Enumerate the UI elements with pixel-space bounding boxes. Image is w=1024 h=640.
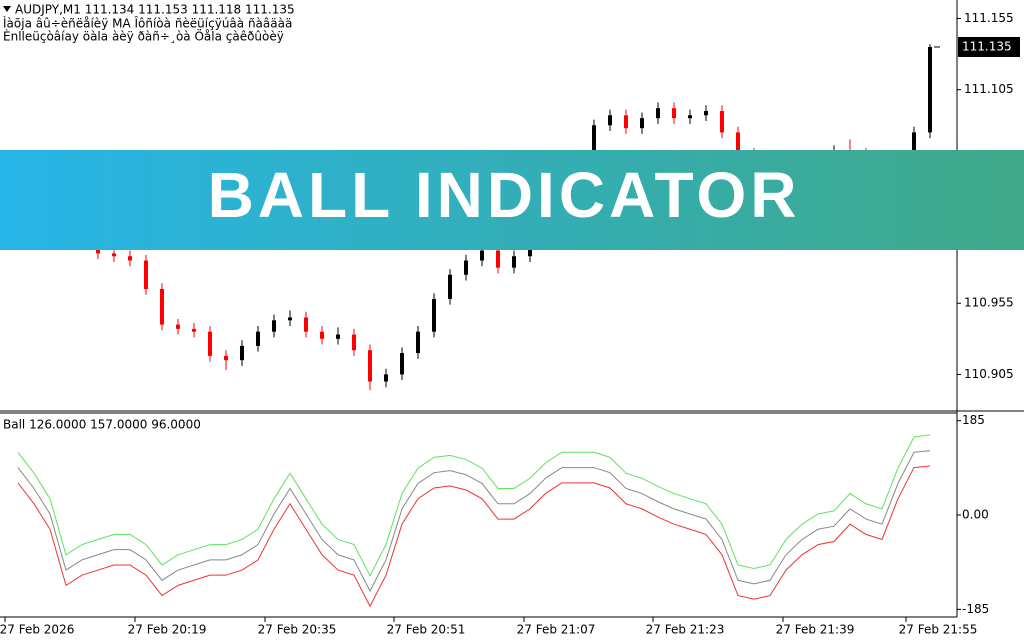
candle-body <box>208 331 212 356</box>
last-price-box <box>958 36 1020 57</box>
candle-body <box>448 274 452 299</box>
y-tick-label: 111.105 <box>964 82 1014 96</box>
indicator-line <box>17 465 931 608</box>
banner-title: BALL INDICATOR <box>208 159 801 231</box>
candle-body <box>912 132 916 166</box>
candle-body <box>608 115 612 126</box>
y-tick-label: 185 <box>962 413 985 427</box>
candle-body <box>928 46 932 133</box>
candle-body <box>432 298 436 332</box>
candle-body <box>672 108 676 119</box>
x-tick-label: 27 Feb 21:07 <box>517 623 596 637</box>
candle-body <box>640 118 644 129</box>
candle-body <box>112 253 116 257</box>
candle-body <box>384 374 388 382</box>
y-tick-label: 110.905 <box>964 367 1014 381</box>
candle-body <box>624 115 628 129</box>
candle-body <box>272 320 276 332</box>
indicator-note: Ìàõja âû÷èñëåíèÿ MA Îôñíòà ñèëüíçÿúâà ñà… <box>3 16 292 31</box>
candle-body <box>144 260 148 289</box>
candle-body <box>320 331 324 339</box>
last-price-label: 111.135 <box>962 39 1012 53</box>
x-tick-label: 27 Feb 20:19 <box>128 623 207 637</box>
candle-body <box>704 111 708 116</box>
candle-body <box>224 355 228 361</box>
x-tick-label: 27 Feb 20:35 <box>258 623 337 637</box>
x-tick-label: 27 Feb 21:39 <box>776 623 855 637</box>
candle-body <box>352 334 356 351</box>
candle-body <box>400 353 404 375</box>
x-tick-label: 27 Feb 21:55 <box>899 623 978 637</box>
candle-body <box>288 317 292 321</box>
y-tick-label: -185 <box>962 602 989 616</box>
y-tick-label: 0.00 <box>962 508 989 522</box>
candle-body <box>688 115 692 119</box>
x-tick-label: 27 Feb 20:51 <box>387 623 466 637</box>
candle-body <box>720 111 724 133</box>
candle-body <box>512 256 516 268</box>
candle-body <box>736 132 740 154</box>
y-tick-label: 111.155 <box>964 11 1014 25</box>
indicator-line <box>17 434 931 577</box>
candle-body <box>336 334 340 339</box>
indicator-note: Ènlleüçòâíay öàla àèÿ ðàñ÷¸òà Öåla çàêðû… <box>3 28 284 44</box>
candle-body <box>464 260 468 275</box>
candle-body <box>192 328 196 332</box>
candle-body <box>416 331 420 354</box>
candle-body <box>176 324 180 329</box>
candle-body <box>368 350 372 382</box>
candle-body <box>256 331 260 346</box>
candle-body <box>128 256 132 261</box>
menu-arrow[interactable] <box>3 6 11 12</box>
candle-body <box>480 250 484 261</box>
candle-body <box>496 250 500 268</box>
candle-body <box>160 288 164 325</box>
candle-body <box>304 317 308 332</box>
indicator-line <box>17 450 931 593</box>
indicator-title: Ball 126.0000 157.0000 96.0000 <box>3 418 201 432</box>
candle-body <box>240 345 244 361</box>
symbol-header: AUDJPY,M1 111.134 111.153 111.118 111.13… <box>15 3 295 17</box>
x-tick-label: 27 Feb 2026 <box>0 623 74 637</box>
x-tick-label: 27 Feb 21:23 <box>646 623 725 637</box>
candle-body <box>656 108 660 119</box>
y-tick-label: 110.955 <box>964 296 1014 310</box>
banner <box>0 150 1024 250</box>
candle-body <box>592 125 596 157</box>
